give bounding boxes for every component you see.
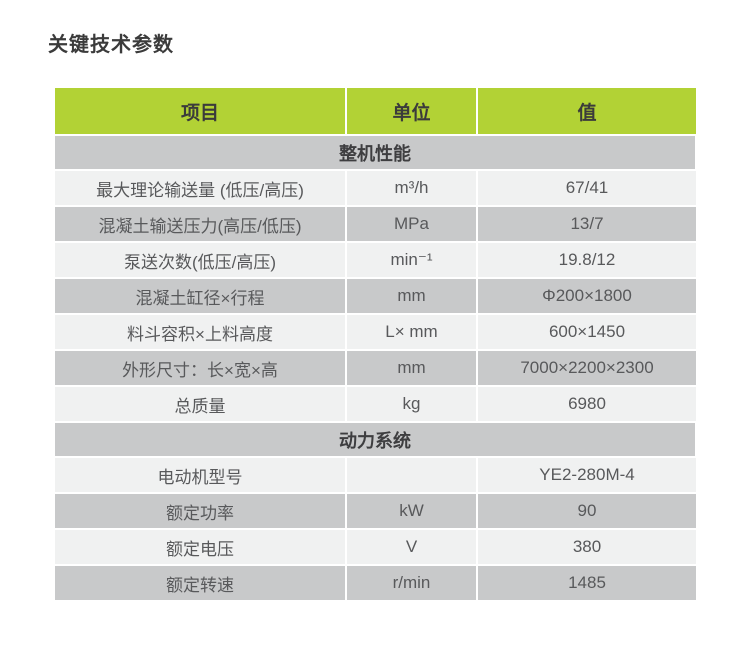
cell-value: 19.8/12: [478, 243, 696, 277]
table-row: 料斗容积×上料高度 L× mm 600×1450: [55, 315, 696, 349]
cell-item: 泵送次数(低压/高压): [55, 243, 345, 277]
cell-unit: L× mm: [347, 315, 476, 349]
cell-value: 380: [478, 530, 696, 564]
column-header-item: 项目: [55, 88, 345, 134]
cell-item: 外形尺寸：长×宽×高: [55, 351, 345, 385]
cell-item: 电动机型号: [55, 458, 345, 492]
cell-item: 混凝土缸径×行程: [55, 279, 345, 313]
cell-value: 600×1450: [478, 315, 696, 349]
cell-unit: min⁻¹: [347, 243, 476, 277]
section-header-label: 动力系统: [55, 423, 695, 456]
table-row: 额定电压 V 380: [55, 530, 696, 564]
cell-item: 总质量: [55, 387, 345, 421]
cell-item: 混凝土输送压力(高压/低压): [55, 207, 345, 241]
cell-value: YE2-280M-4: [478, 458, 696, 492]
section-header-row: 动力系统: [55, 423, 695, 456]
page-title: 关键技术参数: [48, 34, 174, 56]
cell-unit: m³/h: [347, 171, 476, 205]
cell-unit: kg: [347, 387, 476, 421]
cell-unit: mm: [347, 351, 476, 385]
table-header-row: 项目 单位 值: [55, 88, 696, 134]
cell-item: 额定电压: [55, 530, 345, 564]
cell-unit: MPa: [347, 207, 476, 241]
cell-unit: V: [347, 530, 476, 564]
cell-value: 90: [478, 494, 696, 528]
table-row: 最大理论输送量 (低压/高压) m³/h 67/41: [55, 171, 696, 205]
cell-item: 额定转速: [55, 566, 345, 600]
parameters-table: 项目 单位 值 整机性能 最大理论输送量 (低压/高压) m³/h 67/41 …: [55, 88, 696, 602]
cell-item: 额定功率: [55, 494, 345, 528]
section-header-row: 整机性能: [55, 136, 695, 169]
cell-item: 料斗容积×上料高度: [55, 315, 345, 349]
table-row: 泵送次数(低压/高压) min⁻¹ 19.8/12: [55, 243, 696, 277]
cell-unit: mm: [347, 279, 476, 313]
cell-value: 67/41: [478, 171, 696, 205]
cell-unit: [347, 458, 476, 492]
section-header-label: 整机性能: [55, 136, 695, 169]
table-row: 电动机型号 YE2-280M-4: [55, 458, 696, 492]
cell-value: 6980: [478, 387, 696, 421]
table-row: 混凝土输送压力(高压/低压) MPa 13/7: [55, 207, 696, 241]
cell-value: 1485: [478, 566, 696, 600]
column-header-value: 值: [478, 88, 696, 134]
table-body: 整机性能 最大理论输送量 (低压/高压) m³/h 67/41 混凝土输送压力(…: [55, 136, 696, 600]
cell-item: 最大理论输送量 (低压/高压): [55, 171, 345, 205]
column-header-unit: 单位: [347, 88, 476, 134]
cell-value: Φ200×1800: [478, 279, 696, 313]
cell-unit: kW: [347, 494, 476, 528]
cell-value: 13/7: [478, 207, 696, 241]
cell-value: 7000×2200×2300: [478, 351, 696, 385]
table-row: 额定功率 kW 90: [55, 494, 696, 528]
table-row: 混凝土缸径×行程 mm Φ200×1800: [55, 279, 696, 313]
table-row: 外形尺寸：长×宽×高 mm 7000×2200×2300: [55, 351, 696, 385]
table-row: 总质量 kg 6980: [55, 387, 696, 421]
cell-unit: r/min: [347, 566, 476, 600]
table-row: 额定转速 r/min 1485: [55, 566, 696, 600]
